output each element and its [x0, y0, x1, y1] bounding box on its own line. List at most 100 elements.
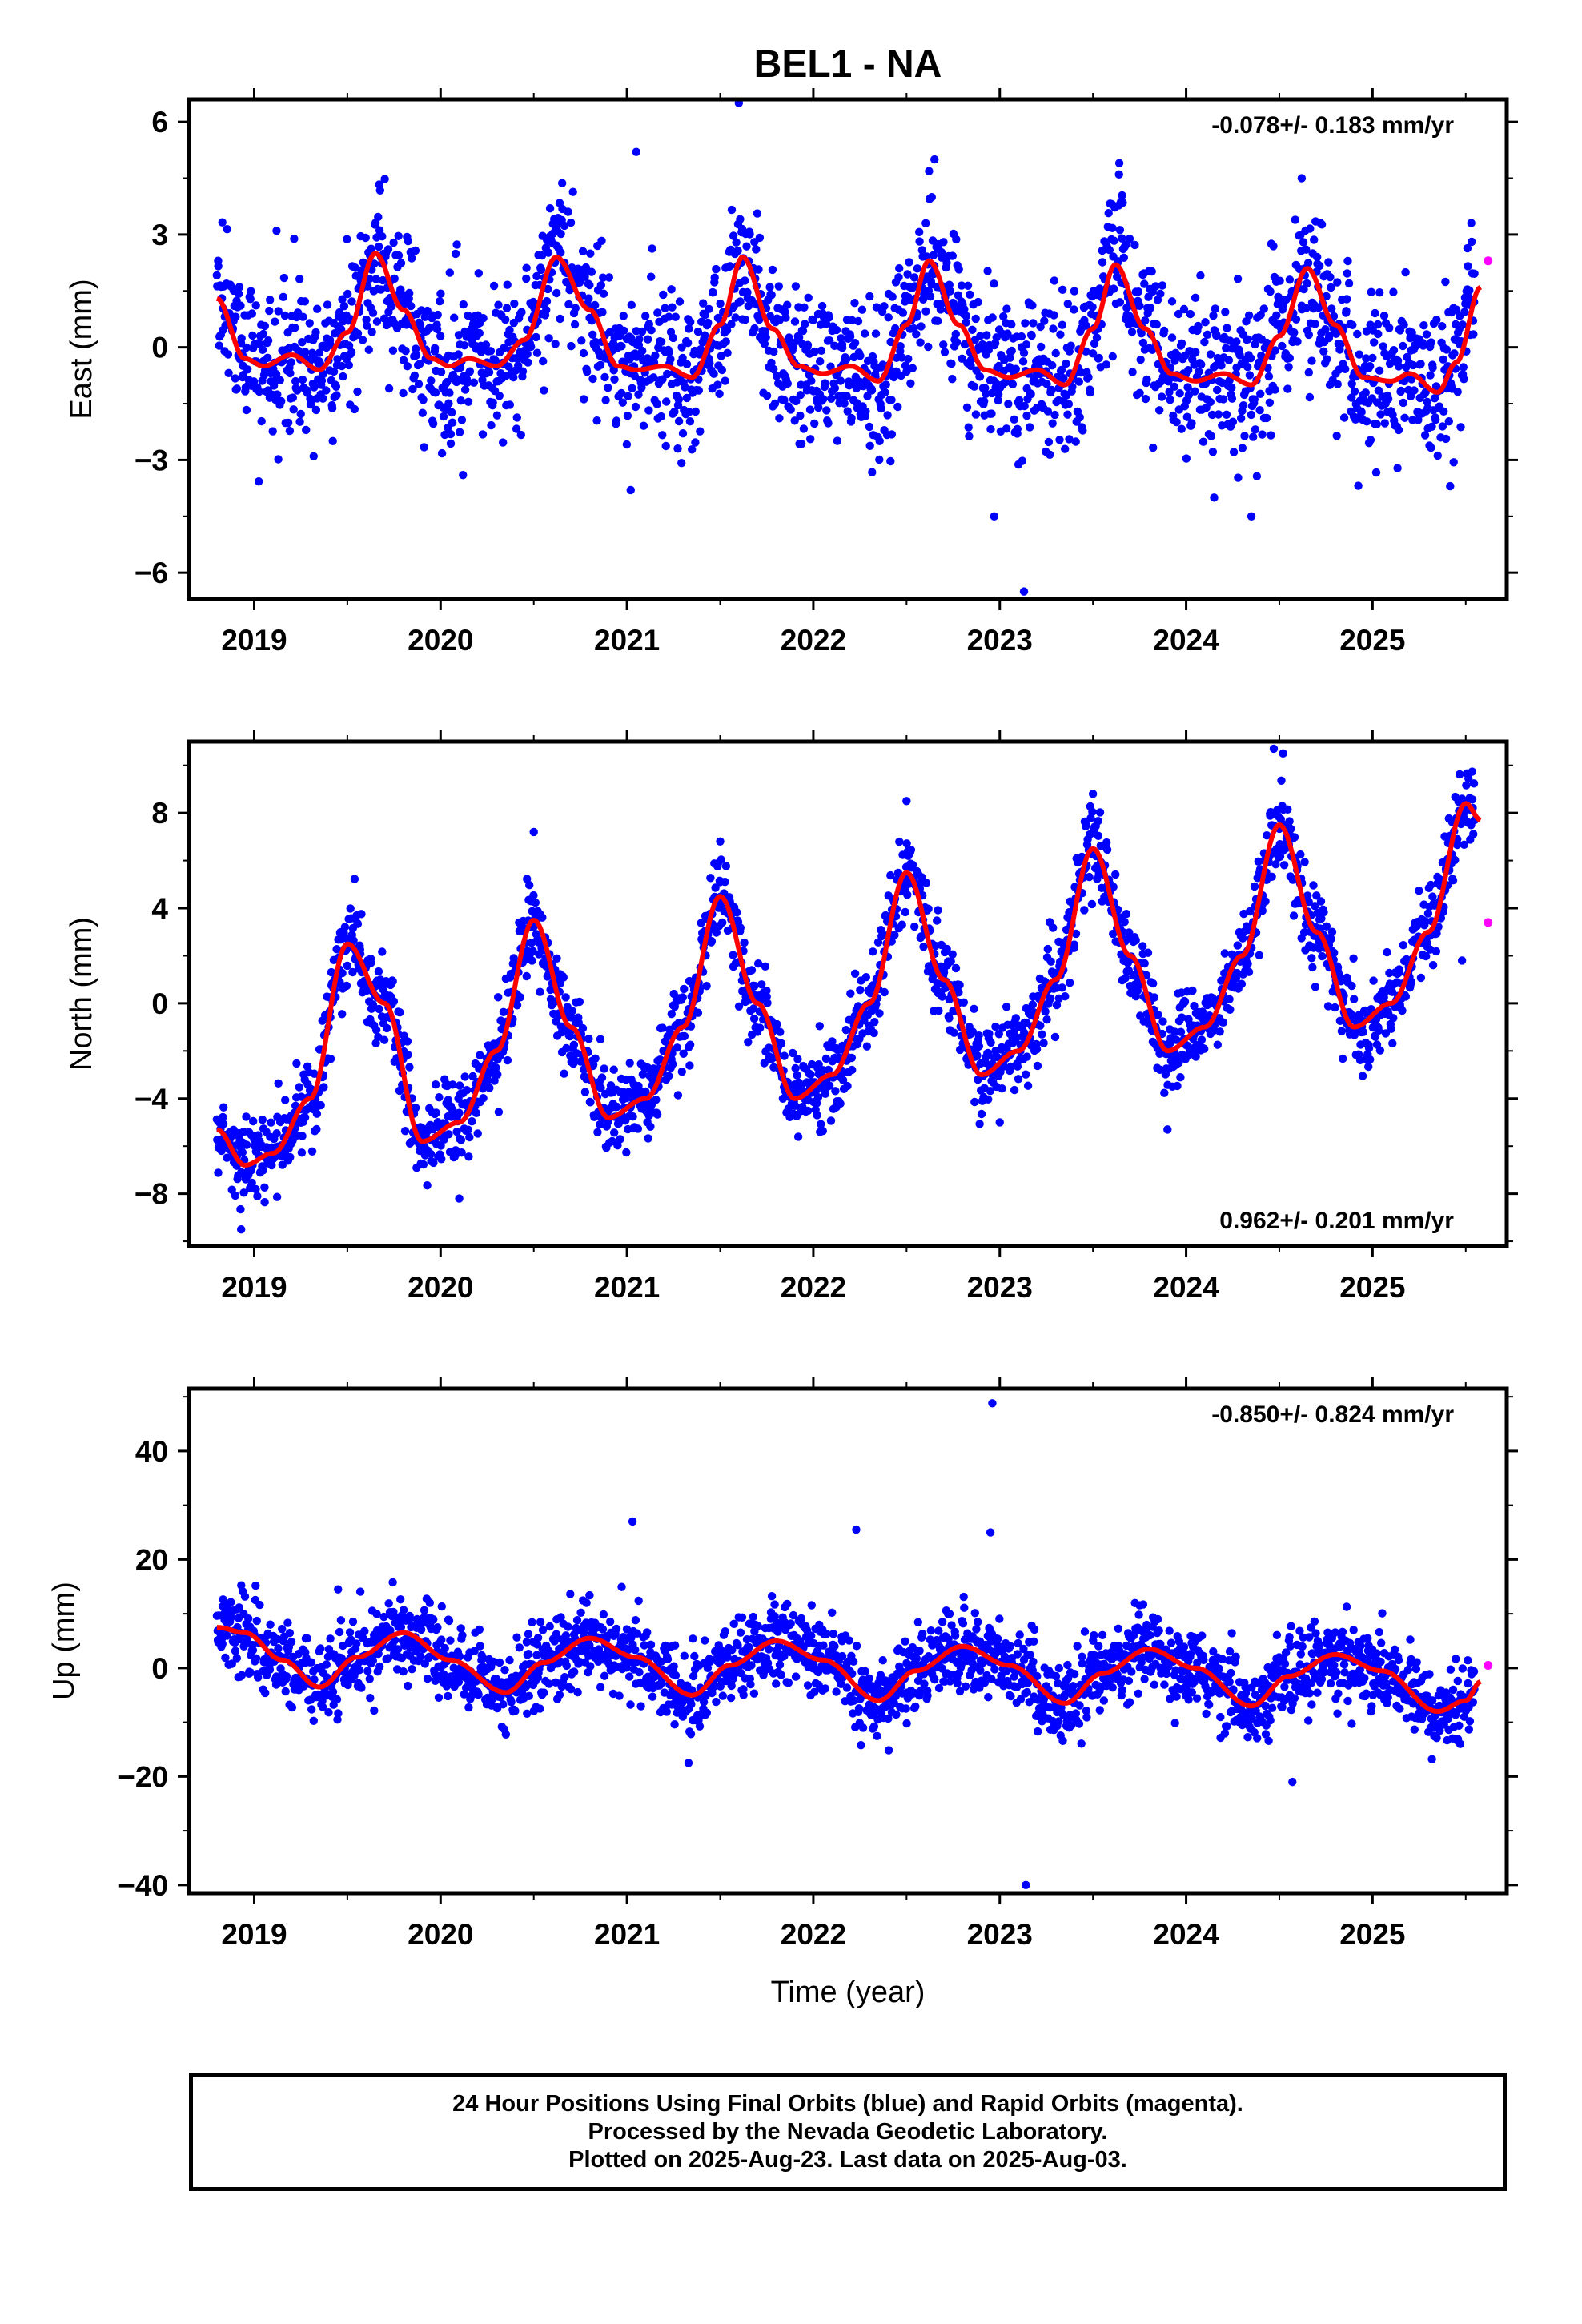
data-point — [677, 459, 686, 468]
data-point — [801, 320, 809, 328]
data-point — [1343, 256, 1352, 266]
data-point — [431, 388, 440, 397]
data-point — [1135, 388, 1144, 397]
data-point — [274, 307, 283, 316]
data-point — [528, 947, 537, 955]
data-point — [1172, 1035, 1181, 1044]
data-point — [1302, 304, 1311, 312]
data-point — [1010, 415, 1018, 424]
data-point — [503, 1055, 512, 1065]
data-point — [924, 904, 933, 914]
data-point — [239, 1188, 248, 1197]
data-point — [721, 878, 729, 887]
data-point — [685, 417, 695, 426]
data-point — [1050, 311, 1058, 320]
data-point — [468, 1117, 476, 1126]
data-point — [1191, 293, 1200, 302]
data-point — [641, 1087, 650, 1096]
data-point — [749, 1004, 758, 1013]
data-point — [436, 297, 444, 306]
data-point — [455, 1194, 464, 1203]
data-point — [266, 296, 275, 304]
data-point — [300, 297, 309, 306]
data-point — [669, 333, 678, 343]
data-point — [287, 358, 295, 367]
data-point — [837, 334, 845, 343]
data-point — [1209, 311, 1218, 320]
panel-north: 2019 2020 2021 2022 2023 2024 2025−8−4048North… — [65, 730, 1518, 1304]
data-point — [419, 396, 428, 404]
data-point — [1349, 954, 1358, 963]
data-point — [586, 1098, 595, 1107]
y-tick-label: 8 — [151, 797, 168, 830]
data-point — [1264, 372, 1274, 381]
data-point — [1063, 410, 1072, 419]
data-point — [247, 287, 255, 296]
data-point — [970, 1097, 979, 1107]
data-point — [1207, 432, 1216, 440]
data-point — [593, 1128, 602, 1137]
data-point — [694, 386, 703, 395]
data-point — [1416, 360, 1425, 368]
data-point — [258, 1116, 267, 1124]
data-point — [1283, 805, 1292, 814]
data-point — [259, 329, 268, 339]
data-point — [774, 282, 783, 291]
data-point — [1058, 320, 1067, 329]
data-point — [365, 1675, 374, 1683]
data-point — [1304, 897, 1313, 907]
data-point — [401, 347, 410, 356]
data-point — [331, 382, 341, 391]
data-point — [462, 1086, 472, 1095]
data-point — [232, 1654, 241, 1663]
data-point — [934, 906, 942, 915]
data-point — [338, 1010, 347, 1019]
data-point — [627, 300, 636, 309]
data-point — [1051, 348, 1060, 358]
data-point — [313, 304, 322, 313]
data-point — [1155, 1065, 1165, 1075]
data-point — [939, 340, 948, 349]
data-point — [540, 386, 548, 395]
data-point — [1046, 450, 1054, 459]
data-point — [1441, 277, 1450, 287]
data-point — [861, 407, 870, 416]
data-point — [1408, 360, 1418, 370]
data-point — [977, 1109, 986, 1119]
data-point — [884, 313, 893, 322]
data-point — [999, 312, 1008, 321]
data-point — [960, 304, 969, 314]
data-point — [1078, 426, 1087, 435]
data-point — [1149, 443, 1158, 452]
data-point — [570, 320, 580, 329]
data-point — [1317, 914, 1326, 923]
data-point — [265, 306, 274, 316]
data-point — [1170, 382, 1179, 391]
data-point — [1250, 395, 1259, 404]
data-point — [880, 302, 889, 311]
data-point — [1407, 977, 1415, 987]
data-point — [584, 294, 593, 303]
data-point — [389, 997, 399, 1006]
data-point — [1130, 240, 1139, 250]
data-point — [881, 380, 890, 389]
data-point — [1094, 831, 1103, 841]
data-point — [1469, 779, 1479, 788]
data-point — [990, 279, 998, 288]
data-point — [339, 372, 347, 381]
data-point — [588, 316, 596, 325]
x-tick-label: 2019 — [221, 1271, 287, 1304]
data-point — [909, 273, 919, 282]
data-point — [848, 1065, 857, 1075]
data-point — [1343, 269, 1351, 278]
data-point — [1303, 259, 1313, 267]
data-point — [448, 1080, 457, 1089]
data-point — [897, 353, 906, 362]
data-point — [585, 280, 594, 290]
data-point — [827, 394, 836, 403]
data-point — [1420, 431, 1430, 440]
data-point — [1008, 380, 1018, 388]
data-point — [983, 267, 992, 275]
data-point — [586, 249, 595, 258]
data-point — [993, 1053, 1002, 1062]
